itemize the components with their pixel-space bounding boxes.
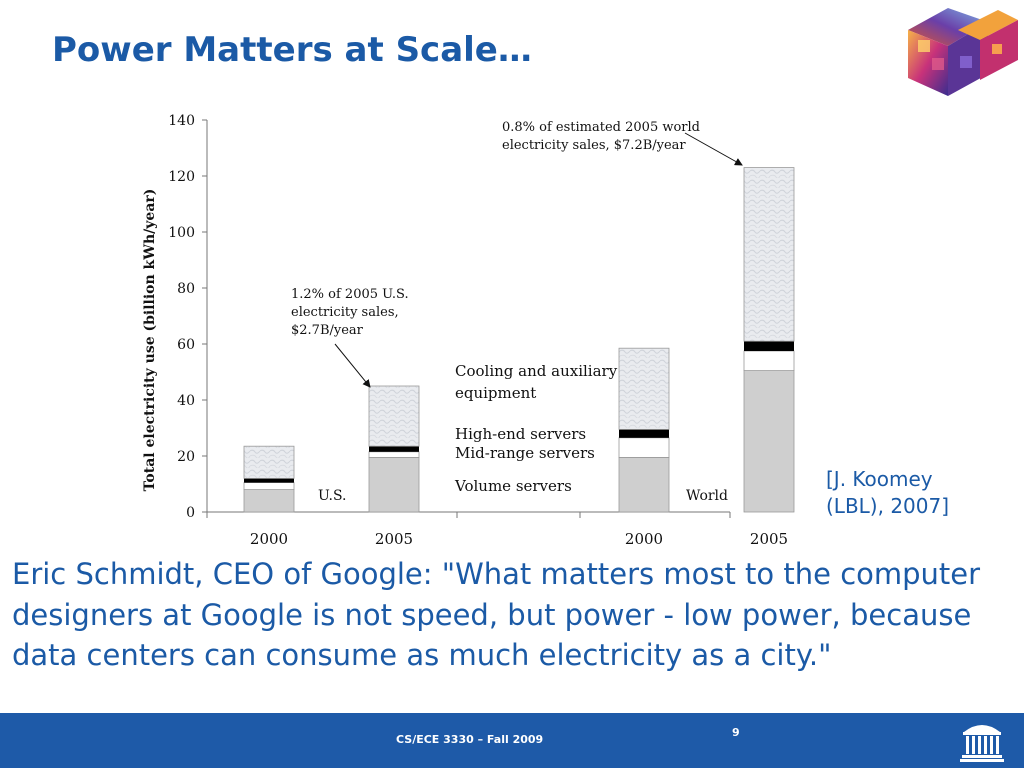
group-label-us: U.S. [318,488,347,504]
footer-course-label: CS/ECE 3330 – Fall 2009 [396,733,544,746]
bar-segment-midrange [618,437,670,458]
legend-entry: Cooling and auxiliary [455,362,618,380]
quote-text: Eric Schmidt, CEO of Google: "What matte… [12,557,981,672]
bar-segment-cooling [243,445,295,479]
bar-segment-highend [619,429,669,438]
chart-x-labels: 2000 2005 2000 2005 U.S. World [250,488,788,548]
bar-segment-midrange [243,482,295,491]
footer-bar: CS/ECE 3330 – Fall 2009 9 [0,713,1024,768]
citation: [J. Koomey (LBL), 2007] [826,466,949,520]
legend-entry: Volume servers [454,477,572,495]
y-tick-label: 40 [177,393,195,409]
group-label-world: World [686,488,728,504]
annotation-world-line: electricity sales, $7.2B/year [502,138,686,153]
y-tick-label: 20 [177,449,195,465]
rotunda-logo-icon [960,725,1004,762]
bar-segment-midrange [368,451,420,458]
slide-title: Power Matters at Scale… [52,30,532,70]
legend-entry: Mid-range servers [455,444,595,462]
y-tick-label: 80 [177,281,195,297]
annotation-us-line: 1.2% of 2005 U.S. [291,287,409,302]
y-tick-label: 140 [168,113,195,129]
x-tick-label: 2005 [375,530,413,548]
chart-bars [243,167,795,513]
citation-line1: [J. Koomey [826,467,933,491]
x-tick-label: 2000 [250,530,288,548]
annotation-us-line: electricity sales, [291,305,399,320]
page-number: 9 [732,726,740,739]
bar-segment-cooling [368,385,420,447]
annotation-world-arrow [684,132,743,166]
y-tick-label: 120 [168,169,195,185]
electricity-chart: Total electricity use (billion kWh/year)… [142,113,795,548]
bar-segment-cooling [743,167,795,342]
chart-axes: 0 20 40 60 80 100 120 140 [168,113,731,521]
citation-line2: (LBL), 2007] [826,494,950,518]
bar-segment-highend [744,341,794,351]
x-tick-label: 2005 [750,530,788,548]
bar-segment-volume [743,370,795,513]
bar-segment-highend [244,478,294,483]
legend-entry: equipment [455,384,536,402]
annotation-us-arrow [334,343,371,388]
chart-legend: Cooling and auxiliary equipment High-end s… [454,362,618,495]
annotation-us-line: $2.7B/year [291,323,364,338]
legend-entry: High-end servers [455,425,586,443]
chart-annotations: 1.2% of 2005 U.S. electricity sales, $2.7B… [291,120,743,388]
bar-segment-highend [369,446,419,452]
bar-segment-cooling [618,347,670,430]
bar-segment-volume [368,456,420,513]
y-axis-label: Total electricity use (billion kWh/year) [142,189,158,492]
bar-segment-volume [618,456,670,513]
y-tick-label: 0 [186,505,195,521]
annotation-world-line: 0.8% of estimated 2005 world [502,120,700,135]
y-tick-label: 60 [177,337,195,353]
bar-segment-volume [243,489,295,513]
y-tick-label: 100 [168,225,195,241]
colorful-cube-logo-icon [908,8,1018,96]
x-tick-label: 2000 [625,530,663,548]
bar-segment-midrange [743,350,795,372]
